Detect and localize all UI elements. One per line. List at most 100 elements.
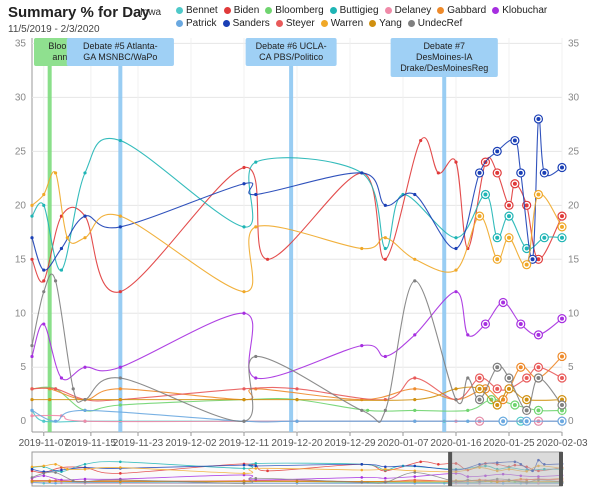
overview-point: [83, 477, 87, 481]
data-point: [295, 419, 299, 423]
data-point: [242, 225, 246, 229]
data-point: [360, 408, 364, 413]
data-point: [53, 171, 58, 175]
overview-point: [413, 480, 417, 483]
legend-item-undecref[interactable]: UndecRef: [407, 18, 463, 29]
data-point: [536, 116, 541, 121]
legend-item-bennet[interactable]: Bennet: [176, 5, 218, 16]
legend-label: Klobuchar: [502, 5, 548, 16]
legend-swatch: [223, 6, 231, 14]
data-point: [560, 354, 564, 359]
data-point: [524, 376, 529, 381]
data-point: [71, 387, 75, 391]
overview-point: [254, 467, 258, 470]
y-tick-label: 20: [15, 200, 27, 211]
data-point: [436, 171, 440, 175]
data-point: [42, 279, 46, 283]
data-point: [242, 182, 246, 186]
data-point: [254, 225, 258, 229]
overview-point: [384, 476, 387, 480]
legend-label: Yang: [379, 18, 402, 29]
overview-point: [242, 472, 246, 475]
event-annotation-text: DesMoines-IA: [416, 52, 473, 62]
data-point: [118, 290, 122, 294]
data-point: [501, 300, 506, 305]
legend-label: UndecRef: [417, 18, 463, 29]
legend-item-steyer[interactable]: Steyer: [275, 18, 315, 29]
y-tick-label-right: 10: [568, 308, 580, 319]
overview-point: [242, 467, 246, 470]
y-tick-label-right: 5: [568, 362, 574, 373]
data-point: [83, 408, 87, 413]
legend-swatch: [176, 19, 183, 27]
data-point: [524, 262, 529, 267]
legend-item-gabbard[interactable]: Gabbard: [437, 5, 486, 16]
data-point: [560, 316, 564, 321]
overview-point: [437, 462, 440, 466]
data-point: [477, 376, 482, 381]
legend-swatch: [329, 6, 337, 14]
data-point: [495, 403, 500, 408]
data-point: [413, 333, 417, 337]
data-point: [536, 257, 541, 262]
legend-item-sanders[interactable]: Sanders: [222, 18, 270, 29]
data-point: [53, 279, 58, 283]
overview-point: [384, 465, 387, 469]
legend-item-yang[interactable]: Yang: [369, 18, 402, 29]
y-tick-label-right: 20: [568, 200, 580, 211]
legend-swatch: [275, 19, 283, 27]
data-point: [383, 408, 387, 413]
overview-point: [384, 467, 387, 471]
region-label: Iowa: [140, 7, 162, 18]
data-point: [118, 387, 122, 391]
data-point: [466, 376, 470, 380]
data-point: [83, 419, 87, 423]
legend-item-delaney[interactable]: Delaney: [384, 5, 432, 16]
data-point: [477, 214, 482, 219]
overview-handle-left[interactable]: [448, 452, 453, 486]
data-point: [483, 192, 488, 197]
overview-point: [83, 467, 87, 471]
legend-item-patrick[interactable]: Patrick: [176, 18, 217, 29]
data-point: [512, 181, 517, 186]
y-tick-label: 30: [15, 92, 27, 103]
legend-item-buttigieg[interactable]: Buttigieg: [329, 5, 379, 16]
overview-point: [242, 463, 246, 467]
data-point: [524, 419, 529, 424]
data-point: [560, 419, 564, 424]
legend-swatch: [320, 19, 328, 27]
data-point: [560, 376, 564, 381]
data-point: [118, 365, 122, 369]
overview-point: [42, 464, 46, 468]
data-point: [466, 408, 470, 413]
data-point: [507, 376, 511, 381]
data-point: [560, 403, 564, 408]
overview-handle-right[interactable]: [559, 452, 563, 486]
data-point: [383, 236, 387, 240]
event-marker-line: [289, 38, 294, 432]
legend-item-klobuchar[interactable]: Klobuchar: [492, 5, 547, 16]
overview-point: [419, 460, 422, 464]
overview-point: [360, 476, 364, 479]
data-point: [524, 397, 529, 402]
data-point: [560, 214, 564, 219]
event-annotation-box: [245, 38, 337, 66]
legend-label: Delaney: [394, 5, 432, 16]
data-point: [507, 203, 511, 208]
overview-point: [42, 472, 46, 475]
chart-title: Summary % for Day: [8, 4, 150, 21]
series-patrick: [30, 408, 567, 426]
data-point: [560, 165, 564, 170]
legend-item-biden[interactable]: Biden: [223, 5, 259, 16]
data-point: [536, 192, 541, 197]
x-tick-label: 2020-01-25: [483, 438, 535, 449]
legend-item-bloomberg[interactable]: Bloomberg: [265, 5, 324, 16]
data-point: [507, 235, 511, 240]
legend-label: Warren: [330, 18, 364, 29]
y-tick-label-right: 35: [568, 38, 580, 49]
data-point: [536, 408, 541, 413]
legend-item-warren[interactable]: Warren: [320, 18, 364, 29]
overview-point: [54, 462, 57, 466]
data-point: [48, 398, 52, 402]
